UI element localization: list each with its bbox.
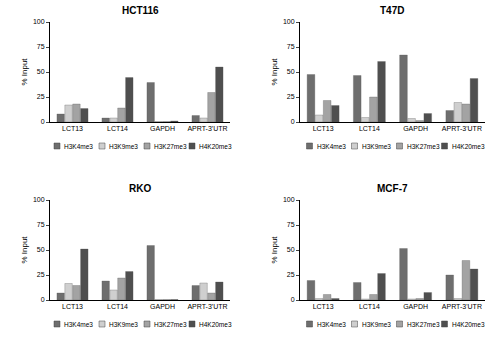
svg-text:% Input: % Input — [270, 236, 279, 264]
svg-text:0: 0 — [291, 118, 295, 125]
svg-text:GAPDH: GAPDH — [150, 125, 175, 132]
svg-text:% Input: % Input — [20, 236, 29, 264]
svg-text:H3K27me3: H3K27me3 — [154, 321, 187, 328]
svg-text:25: 25 — [287, 271, 295, 278]
svg-text:100: 100 — [33, 18, 45, 25]
svg-text:100: 100 — [33, 196, 45, 203]
svg-text:LCT13: LCT13 — [313, 125, 334, 132]
svg-text:75: 75 — [287, 221, 295, 228]
svg-text:HCT116: HCT116 — [122, 5, 159, 16]
svg-text:APRT-3'UTR: APRT-3'UTR — [442, 303, 482, 310]
svg-text:H3K4me3: H3K4me3 — [64, 143, 93, 150]
svg-text:LCT13: LCT13 — [62, 303, 83, 310]
svg-text:H3K27me3: H3K27me3 — [407, 143, 440, 150]
svg-text:25: 25 — [287, 93, 295, 100]
svg-text:H3K9me3: H3K9me3 — [362, 321, 391, 328]
svg-text:% Input: % Input — [270, 58, 279, 86]
svg-text:H3K4me3: H3K4me3 — [64, 321, 93, 328]
svg-text:H3K27me3: H3K27me3 — [407, 321, 440, 328]
svg-text:H3K9me3: H3K9me3 — [362, 143, 391, 150]
svg-text:MCF-7: MCF-7 — [377, 183, 408, 194]
svg-text:100: 100 — [283, 18, 295, 25]
svg-text:LCT14: LCT14 — [107, 303, 128, 310]
svg-text:H3K4me3: H3K4me3 — [317, 321, 346, 328]
svg-text:RKO: RKO — [129, 183, 151, 194]
svg-text:% Input: % Input — [20, 58, 29, 86]
svg-text:GAPDH: GAPDH — [403, 303, 428, 310]
svg-text:75: 75 — [37, 43, 45, 50]
svg-text:H3K9me3: H3K9me3 — [109, 143, 138, 150]
svg-text:0: 0 — [291, 296, 295, 303]
svg-text:H4K20me3: H4K20me3 — [452, 143, 485, 150]
svg-text:H4K20me3: H4K20me3 — [199, 321, 232, 328]
svg-text:100: 100 — [283, 196, 295, 203]
svg-text:LCT13: LCT13 — [62, 125, 83, 132]
svg-text:T47D: T47D — [380, 5, 404, 16]
svg-text:0: 0 — [41, 296, 45, 303]
svg-text:LCT14: LCT14 — [359, 303, 380, 310]
svg-text:25: 25 — [37, 271, 45, 278]
svg-text:LCT13: LCT13 — [313, 303, 334, 310]
svg-text:H3K4me3: H3K4me3 — [317, 143, 346, 150]
svg-text:H3K9me3: H3K9me3 — [109, 321, 138, 328]
svg-text:25: 25 — [37, 93, 45, 100]
svg-text:75: 75 — [37, 221, 45, 228]
svg-text:H3K27me3: H3K27me3 — [154, 143, 187, 150]
svg-text:50: 50 — [287, 246, 295, 253]
svg-text:50: 50 — [287, 68, 295, 75]
svg-text:APRT-3'UTR: APRT-3'UTR — [187, 303, 227, 310]
svg-text:APRT-3'UTR: APRT-3'UTR — [187, 125, 227, 132]
svg-text:H4K20me3: H4K20me3 — [452, 321, 485, 328]
svg-text:GAPDH: GAPDH — [403, 125, 428, 132]
svg-text:APRT-3'UTR: APRT-3'UTR — [442, 125, 482, 132]
svg-text:50: 50 — [37, 246, 45, 253]
svg-text:LCT14: LCT14 — [107, 125, 128, 132]
svg-text:LCT14: LCT14 — [359, 125, 380, 132]
svg-text:H4K20me3: H4K20me3 — [199, 143, 232, 150]
svg-text:75: 75 — [287, 43, 295, 50]
svg-text:GAPDH: GAPDH — [150, 303, 175, 310]
svg-text:50: 50 — [37, 68, 45, 75]
svg-text:0: 0 — [41, 118, 45, 125]
